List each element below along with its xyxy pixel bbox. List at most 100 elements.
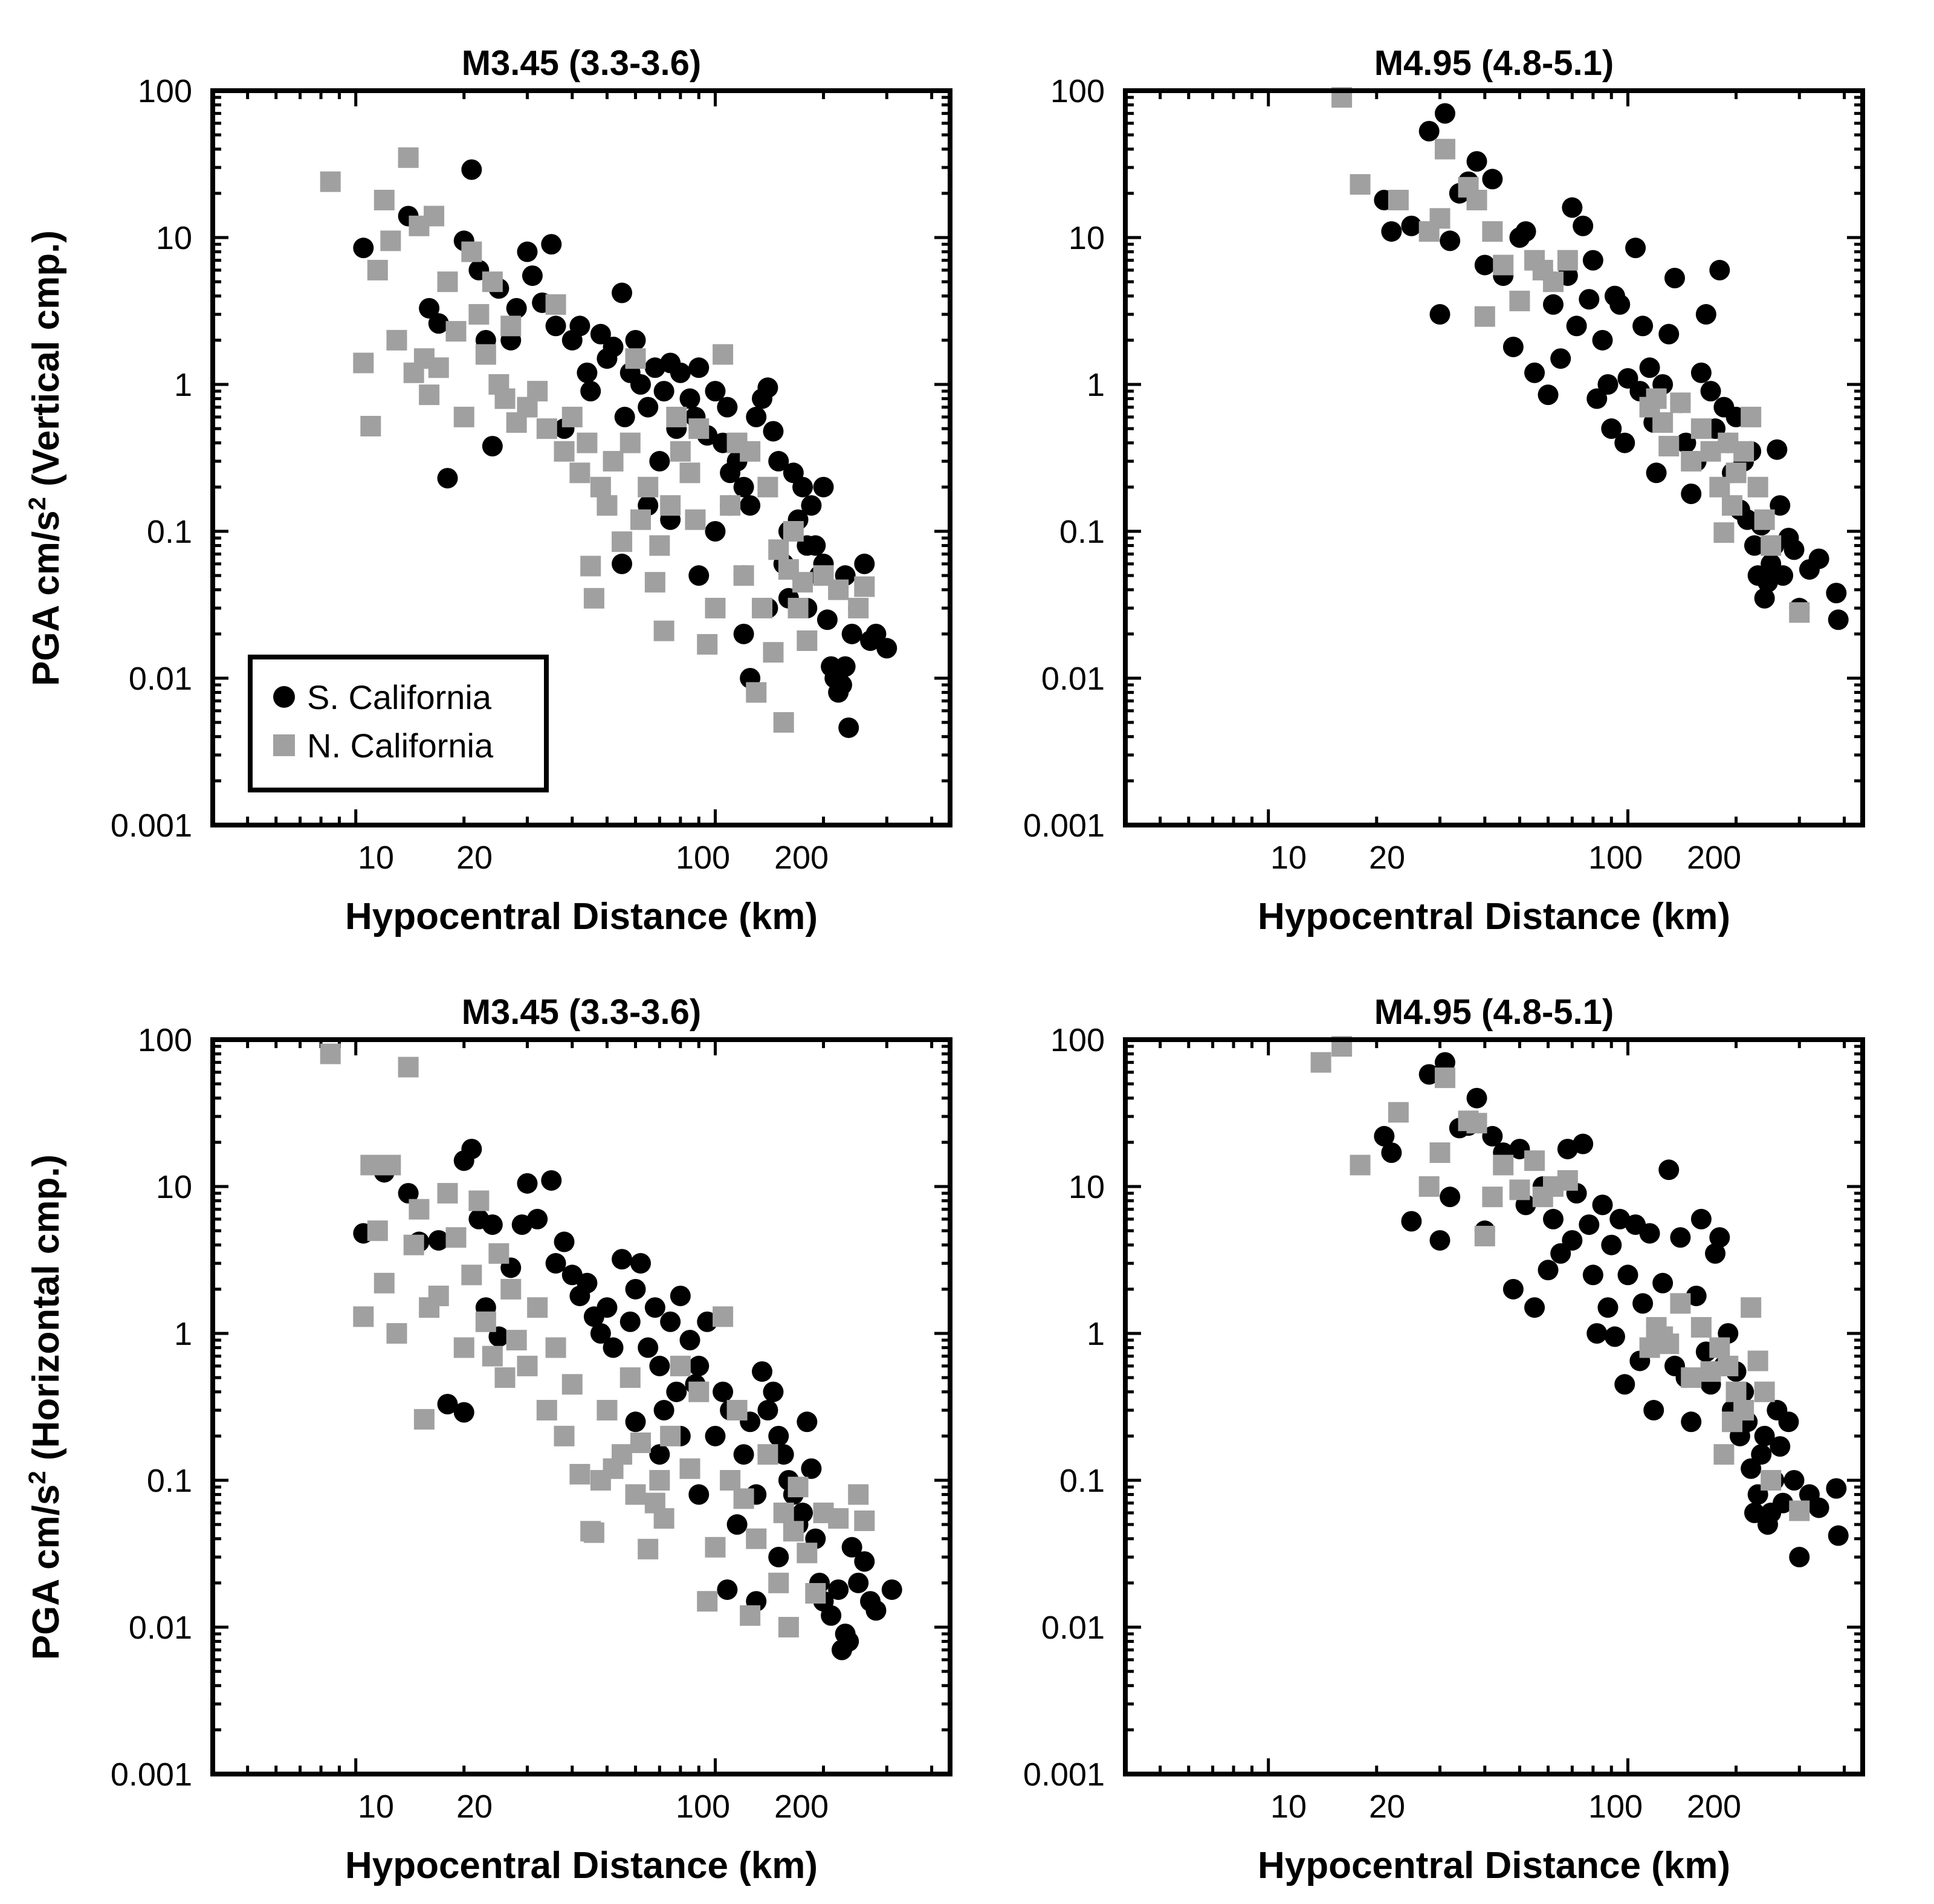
south-point — [841, 623, 862, 644]
south-point — [1562, 197, 1583, 218]
north-point — [751, 598, 772, 619]
south-point — [630, 1253, 651, 1274]
north-point — [1482, 1187, 1503, 1208]
north-point — [688, 1381, 710, 1402]
south-point — [1664, 268, 1685, 289]
south-point — [1597, 1297, 1619, 1318]
north-point — [1741, 1297, 1762, 1318]
panel-horizontal-m495: M4.95 (4.8-5.1) 100 10 1 0.1 0.01 0.001 … — [1023, 992, 1865, 1886]
north-point — [797, 1543, 818, 1564]
north-point — [445, 321, 467, 342]
south-point — [1566, 316, 1587, 337]
north-point — [1713, 522, 1735, 543]
south-point — [625, 1278, 646, 1300]
south-point — [517, 1173, 538, 1194]
south-point — [577, 1272, 598, 1294]
south-point — [865, 1600, 887, 1621]
legend-marker-north — [273, 734, 295, 756]
south-point — [590, 1323, 611, 1344]
x-axis-label: Hypocentral Distance (km) — [1258, 896, 1730, 937]
north-point — [380, 230, 401, 251]
x-tick-labels: 10 20 100 200 — [358, 840, 829, 876]
north-point — [1690, 418, 1712, 439]
north-point — [1388, 1102, 1409, 1123]
x-tick-label: 10 — [358, 1789, 394, 1825]
north-point — [577, 432, 598, 453]
north-point — [670, 1355, 691, 1376]
north-point — [428, 357, 449, 378]
south-point — [688, 1484, 710, 1505]
north-point — [1789, 602, 1810, 623]
south-point — [638, 1337, 659, 1358]
north-point — [1725, 462, 1747, 484]
north-point — [653, 620, 674, 641]
legend-box — [248, 655, 549, 792]
points-layer — [320, 1043, 902, 1660]
south-point — [828, 1579, 849, 1600]
chart-title: M3.45 (3.3-3.6) — [462, 44, 702, 83]
north-point — [500, 316, 522, 337]
north-point — [757, 476, 778, 497]
y-tick-labels: 100 10 1 0.1 0.01 0.001 — [111, 73, 192, 844]
y-axis-label-prefix: PGA cm/s — [25, 1485, 67, 1660]
chart-title: M3.45 (3.3-3.6) — [462, 992, 702, 1032]
north-point — [583, 1522, 604, 1543]
south-point — [1592, 1194, 1613, 1216]
north-point — [688, 418, 710, 439]
north-point — [1718, 1355, 1739, 1376]
south-point — [792, 1502, 813, 1523]
south-point — [437, 1394, 458, 1415]
north-point — [475, 344, 496, 365]
y-tick-label: 10 — [1069, 220, 1105, 256]
north-point — [1466, 1113, 1487, 1134]
north-point — [1652, 412, 1674, 433]
north-point — [660, 495, 681, 516]
y-tick-label: 10 — [156, 220, 192, 256]
south-point — [612, 282, 633, 303]
north-point — [1434, 138, 1455, 160]
y-axis-label: PGA cm/s2 (Horizontal cmp.) — [24, 1154, 67, 1660]
south-point — [1502, 336, 1524, 357]
south-point — [660, 1311, 681, 1332]
south-point — [614, 406, 635, 427]
north-point — [597, 495, 618, 516]
plot-frame — [1123, 88, 1865, 827]
north-point — [517, 1355, 538, 1376]
north-point — [1789, 1500, 1810, 1521]
south-point — [577, 362, 598, 383]
south-point — [1643, 1400, 1664, 1421]
south-point — [649, 1444, 670, 1465]
plot-frame — [210, 1037, 952, 1776]
south-point — [461, 1138, 482, 1159]
south-point — [688, 1355, 710, 1376]
south-point — [1686, 1285, 1707, 1306]
north-point — [1690, 1316, 1712, 1338]
x-tick-labels: 10 20 100 200 — [1270, 1789, 1741, 1825]
north-point — [1754, 509, 1775, 530]
north-point — [603, 451, 624, 472]
south-point — [1808, 1497, 1829, 1518]
north-point — [1482, 221, 1503, 242]
north-point — [1350, 174, 1371, 195]
x-tick-label: 200 — [774, 840, 829, 876]
south-point — [612, 553, 633, 574]
north-point — [461, 1264, 482, 1286]
x-axis-label: Hypocentral Distance (km) — [345, 1845, 818, 1886]
y-tick-label: 1 — [174, 1316, 192, 1352]
north-point — [536, 1400, 557, 1421]
y-tick-label: 10 — [156, 1169, 192, 1205]
y-tick-label: 0.01 — [1041, 1610, 1105, 1646]
north-point — [720, 1470, 741, 1491]
north-point — [805, 1583, 826, 1604]
north-point — [625, 1484, 646, 1505]
south-point — [1754, 588, 1775, 609]
north-point — [409, 1199, 430, 1220]
south-point — [801, 495, 822, 516]
north-point — [468, 304, 490, 325]
x-axis-label: Hypocentral Distance (km) — [1258, 1845, 1730, 1886]
south-point — [1482, 169, 1503, 190]
north-point — [705, 1536, 726, 1558]
south-point — [649, 1355, 670, 1376]
north-point — [1474, 306, 1495, 327]
